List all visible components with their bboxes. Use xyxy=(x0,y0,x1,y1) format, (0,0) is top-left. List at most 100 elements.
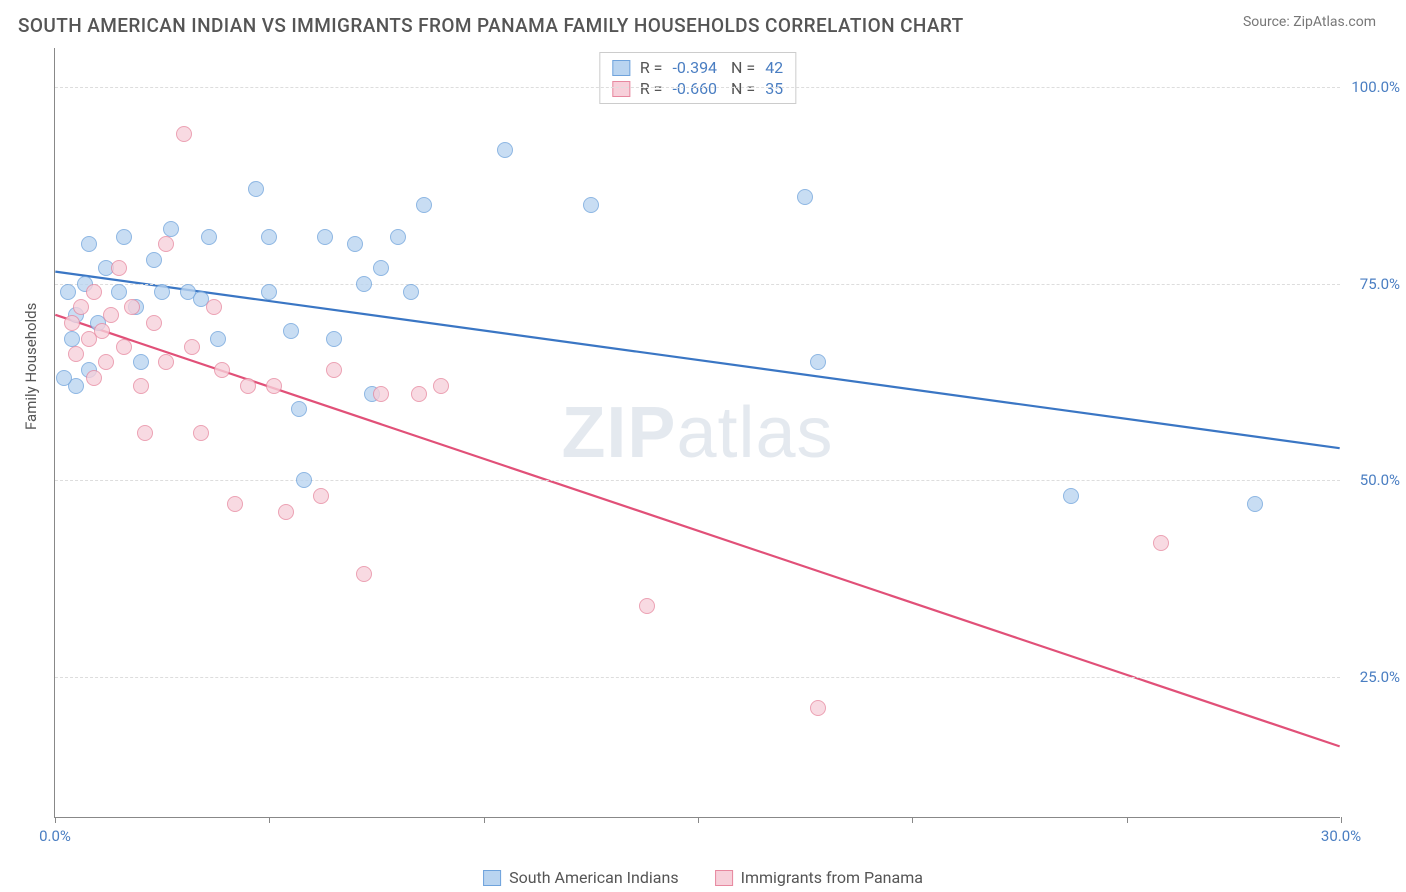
scatter-point xyxy=(146,252,162,268)
stats-r-value-1: -0.394 xyxy=(672,58,717,77)
watermark-light: atlas xyxy=(676,393,833,473)
y-axis-title: Family Households xyxy=(22,303,40,430)
watermark-bold: ZIP xyxy=(561,393,676,473)
scatter-point xyxy=(163,221,179,237)
scatter-point xyxy=(291,401,307,417)
scatter-point xyxy=(326,362,342,378)
gridline-h xyxy=(55,284,1340,285)
stats-r-label-1: R = xyxy=(640,58,663,77)
scatter-point xyxy=(639,598,655,614)
stats-n-value-1: 42 xyxy=(765,58,783,77)
scatter-point xyxy=(210,331,226,347)
scatter-point xyxy=(347,236,363,252)
scatter-point xyxy=(133,378,149,394)
scatter-point xyxy=(64,331,80,347)
legend-item-1: South American Indians xyxy=(483,868,679,887)
scatter-point xyxy=(296,472,312,488)
scatter-point xyxy=(433,378,449,394)
scatter-point xyxy=(86,370,102,386)
scatter-point xyxy=(214,362,230,378)
stats-row-1: R = -0.394 N = 42 xyxy=(612,57,783,78)
scatter-point xyxy=(227,496,243,512)
swatch-series-1 xyxy=(612,60,630,76)
scatter-point xyxy=(313,488,329,504)
legend-label-2: Immigrants from Panama xyxy=(741,868,923,887)
stats-row-2: R = -0.660 N = 35 xyxy=(612,78,783,99)
bottom-legend: South American Indians Immigrants from P… xyxy=(483,868,923,887)
swatch-icon-1 xyxy=(483,870,501,886)
trend-lines-svg xyxy=(55,48,1340,817)
y-tick-label: 75.0% xyxy=(1350,275,1400,293)
scatter-point xyxy=(373,386,389,402)
scatter-point xyxy=(68,346,84,362)
scatter-point xyxy=(797,189,813,205)
scatter-point xyxy=(86,284,102,300)
watermark: ZIPatlas xyxy=(561,392,833,474)
scatter-point xyxy=(278,504,294,520)
scatter-point xyxy=(1063,488,1079,504)
legend-label-1: South American Indians xyxy=(509,868,679,887)
chart-container: SOUTH AMERICAN INDIAN VS IMMIGRANTS FROM… xyxy=(0,0,1406,892)
y-tick-label: 25.0% xyxy=(1350,668,1400,686)
scatter-point xyxy=(283,323,299,339)
scatter-point xyxy=(326,331,342,347)
x-tick xyxy=(698,817,699,823)
scatter-point xyxy=(1247,496,1263,512)
scatter-point xyxy=(103,307,119,323)
scatter-point xyxy=(116,229,132,245)
scatter-point xyxy=(60,284,76,300)
scatter-point xyxy=(356,566,372,582)
scatter-point xyxy=(390,229,406,245)
scatter-point xyxy=(373,260,389,276)
scatter-point xyxy=(133,354,149,370)
scatter-point xyxy=(56,370,72,386)
scatter-point xyxy=(64,315,80,331)
scatter-point xyxy=(583,197,599,213)
stats-r-label-2: R = xyxy=(640,79,663,98)
scatter-point xyxy=(497,142,513,158)
y-tick-label: 100.0% xyxy=(1350,78,1400,96)
legend-item-2: Immigrants from Panama xyxy=(715,868,923,887)
scatter-point xyxy=(416,197,432,213)
x-tick xyxy=(1127,817,1128,823)
scatter-point xyxy=(73,299,89,315)
gridline-h xyxy=(55,677,1340,678)
scatter-point xyxy=(1153,535,1169,551)
x-tick-label: 0.0% xyxy=(39,827,71,845)
scatter-point xyxy=(158,354,174,370)
scatter-point xyxy=(261,284,277,300)
trend-line xyxy=(55,272,1339,449)
scatter-point xyxy=(94,323,110,339)
x-tick xyxy=(484,817,485,823)
scatter-point xyxy=(111,284,127,300)
swatch-icon-2 xyxy=(715,870,733,886)
scatter-point xyxy=(266,378,282,394)
scatter-point xyxy=(201,229,217,245)
stats-n-label-2: N = xyxy=(727,79,755,98)
scatter-point xyxy=(810,354,826,370)
scatter-point xyxy=(137,425,153,441)
chart-title: SOUTH AMERICAN INDIAN VS IMMIGRANTS FROM… xyxy=(18,14,964,37)
scatter-point xyxy=(356,276,372,292)
swatch-series-2 xyxy=(612,81,630,97)
scatter-point xyxy=(206,299,222,315)
scatter-point xyxy=(154,284,170,300)
x-tick xyxy=(912,817,913,823)
scatter-point xyxy=(411,386,427,402)
scatter-point xyxy=(116,339,132,355)
scatter-point xyxy=(111,260,127,276)
scatter-point xyxy=(98,354,114,370)
gridline-h xyxy=(55,480,1340,481)
gridline-h xyxy=(55,87,1340,88)
scatter-point xyxy=(248,181,264,197)
scatter-point xyxy=(146,315,162,331)
x-tick xyxy=(269,817,270,823)
scatter-point xyxy=(317,229,333,245)
scatter-point xyxy=(810,700,826,716)
x-tick-label: 30.0% xyxy=(1321,827,1361,845)
stats-n-label-1: N = xyxy=(727,58,755,77)
scatter-point xyxy=(193,425,209,441)
stats-r-value-2: -0.660 xyxy=(672,79,717,98)
scatter-point xyxy=(261,229,277,245)
scatter-point xyxy=(124,299,140,315)
